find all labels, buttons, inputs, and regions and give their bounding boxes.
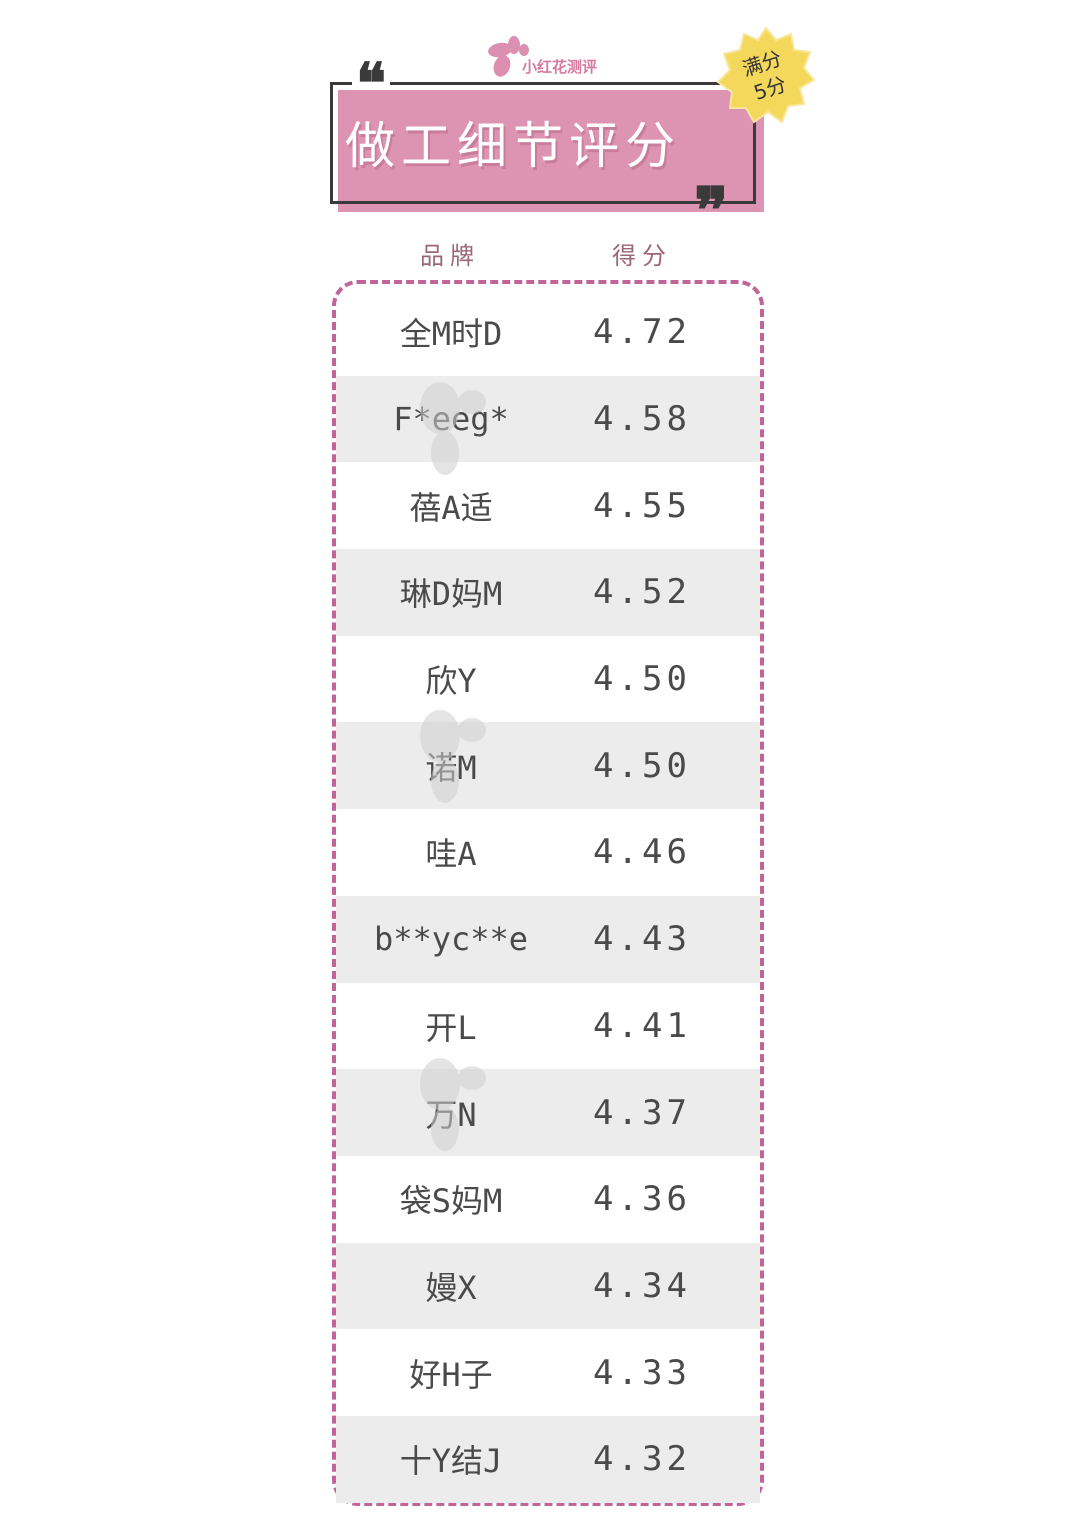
brand-name: 嫚X	[425, 1268, 477, 1307]
score-value: 4.41	[593, 1005, 691, 1046]
brand-column-header: 品牌	[420, 242, 480, 270]
brand-name: 袋S妈M	[399, 1182, 503, 1221]
title-background	[338, 90, 764, 212]
logo-text: 小红花测评	[522, 58, 598, 76]
table-row: 开L 4.41	[336, 983, 760, 1070]
table-row: 琳D妈M 4.52	[336, 549, 760, 636]
score-value: 4.46	[593, 832, 691, 873]
score-value: 4.55	[593, 485, 691, 526]
table-row: b**yc**e 4.43	[336, 895, 760, 983]
brand-name: 好H子	[409, 1355, 493, 1394]
score-value: 4.36	[593, 1179, 691, 1220]
score-value: 4.58	[593, 399, 691, 440]
table-row: 袋S妈M 4.36	[336, 1156, 760, 1243]
score-value: 4.33	[593, 1352, 691, 1393]
starburst-badge-icon	[716, 26, 816, 124]
table-row: F*eeg* 4.58	[336, 375, 760, 463]
brand-name: F*eeg*	[393, 400, 509, 439]
table-row: 欣Y 4.50	[336, 636, 760, 723]
table-row: 哇A 4.46	[336, 809, 760, 896]
score-value: 4.52	[593, 572, 691, 613]
table-row: 十Y结J 4.32	[336, 1415, 760, 1503]
brand-name: 琳D妈M	[399, 575, 503, 614]
brand-name: b**yc**e	[373, 920, 529, 959]
brand-name: 哇A	[425, 835, 477, 874]
close-quote-icon: ❞	[694, 174, 729, 249]
brand-name: 开L	[425, 1008, 477, 1047]
brand-name: 万N	[425, 1095, 477, 1134]
score-value: 4.72	[593, 312, 691, 353]
score-table-border	[332, 280, 764, 1506]
score-value: 4.34	[593, 1265, 691, 1306]
table-row: 好H子 4.33	[336, 1329, 760, 1416]
brand-name: 全M时D	[399, 315, 503, 354]
score-value: 4.43	[593, 919, 691, 960]
open-quote-icon: ❝	[352, 56, 391, 88]
score-value: 4.37	[593, 1092, 691, 1133]
score-column-header: 得分	[612, 242, 672, 270]
table-row: 蓓A适 4.55	[336, 462, 760, 549]
brand-name: 十Y结J	[399, 1442, 503, 1481]
table-row: 诺M 4.50	[336, 722, 760, 810]
score-value: 4.32	[593, 1439, 691, 1480]
table-row: 万N 4.37	[336, 1069, 760, 1156]
brand-name: 诺M	[425, 748, 477, 787]
table-row: 全M时D 4.72	[336, 289, 760, 376]
score-value: 4.50	[593, 745, 691, 786]
page-title: 做工细节评分	[345, 117, 681, 175]
brand-name: 欣Y	[425, 662, 477, 701]
score-table: 全M时D 4.72 F*eeg* 4.58 蓓A适 4.55 琳D妈M 4.52 欣Y 4.50 诺…	[336, 289, 760, 1503]
brand-name: 蓓A适	[409, 488, 493, 527]
table-row: 嫚X 4.34	[336, 1242, 760, 1330]
flower-logo-icon	[488, 36, 529, 77]
score-value: 4.50	[593, 659, 691, 700]
title-frame	[330, 82, 756, 204]
